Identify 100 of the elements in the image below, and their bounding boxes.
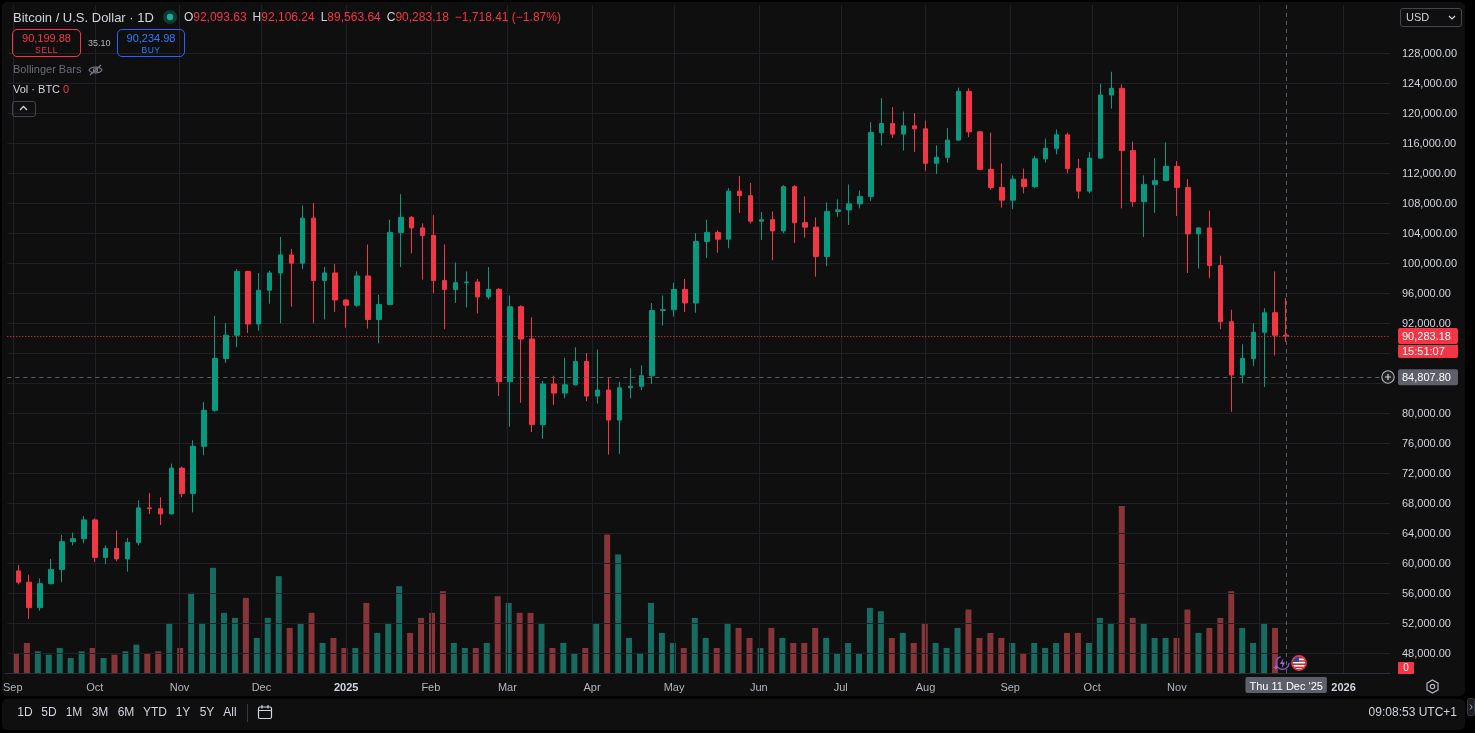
text: 1M	[65, 705, 83, 720]
annotation: BUY	[140, 45, 162, 55]
candlestick	[540, 380, 546, 440]
y-tick-label: 48,000.00	[1402, 647, 1451, 660]
candlestick	[1109, 71, 1114, 110]
candlestick	[26, 574, 32, 620]
candlestick	[354, 270, 360, 308]
bar	[571, 652, 578, 673]
bar	[1239, 627, 1246, 673]
candlestick	[748, 182, 753, 224]
annotation: SELL	[34, 45, 59, 55]
bar	[352, 647, 359, 673]
candlestick	[649, 302, 655, 385]
candlestick	[693, 232, 699, 314]
x-tick-label: Sep	[3, 680, 23, 693]
candlestick	[343, 298, 349, 329]
candlestick	[1021, 168, 1027, 194]
annotation: H92,106.24	[252, 10, 315, 24]
annotation: 90,234.98	[125, 32, 177, 44]
annotation: Vol · BTC	[13, 83, 61, 96]
bar	[888, 637, 895, 673]
candlestick	[431, 214, 436, 294]
candlestick	[70, 532, 76, 546]
candlestick	[879, 97, 884, 146]
bar	[461, 647, 468, 673]
bar	[56, 647, 63, 673]
text: 5Y	[199, 705, 215, 720]
annotation: C90,283.18	[386, 10, 449, 24]
bar	[253, 637, 260, 673]
candlestick	[1065, 132, 1070, 174]
bar	[111, 654, 118, 673]
candlestick	[442, 243, 447, 330]
x-tick-label: Dec	[251, 680, 272, 693]
bar	[483, 642, 490, 673]
bar	[231, 617, 238, 673]
bar	[877, 611, 884, 673]
bar	[987, 632, 994, 673]
y-tick-label: 52,000.00	[1402, 617, 1451, 630]
x-tick-label: 2025	[333, 680, 359, 693]
candlestick	[1251, 322, 1256, 367]
bar	[1118, 506, 1125, 673]
candlestick	[835, 198, 841, 218]
bar	[691, 617, 698, 673]
candlestick	[223, 322, 229, 364]
candlestick	[759, 211, 764, 241]
bar	[297, 622, 304, 673]
annotation: −1,718.41 (−1.87%)	[454, 10, 561, 24]
candlestick	[398, 193, 404, 268]
candlestick	[245, 270, 251, 334]
candlestick	[1185, 178, 1191, 274]
bar	[1228, 591, 1235, 673]
annotation: L89,563.64	[320, 10, 381, 24]
bar	[658, 632, 665, 673]
candlestick	[923, 120, 928, 172]
bar	[626, 637, 633, 673]
bar	[1096, 617, 1103, 673]
candlestick	[868, 121, 874, 202]
candlestick	[125, 537, 130, 573]
bar	[472, 647, 479, 673]
text: 1D	[17, 705, 33, 720]
bar	[823, 637, 830, 673]
annotation: 0	[63, 83, 70, 96]
candlestick	[966, 87, 972, 138]
bar	[188, 592, 195, 673]
bar	[910, 642, 917, 673]
x-tick-label: Mar	[497, 680, 518, 693]
x-tick-label: Aug	[915, 680, 936, 693]
bar	[768, 627, 775, 673]
bar	[374, 632, 381, 673]
candlestick	[376, 294, 382, 344]
bar	[1250, 642, 1257, 673]
bar	[1064, 632, 1071, 673]
candlestick	[234, 268, 240, 348]
bar	[845, 642, 852, 673]
candlestick	[1218, 255, 1223, 330]
bar	[1129, 617, 1136, 673]
candlestick	[1262, 307, 1267, 388]
candlestick	[977, 130, 983, 171]
candlestick	[1010, 174, 1016, 210]
bar	[516, 612, 523, 673]
bar	[746, 637, 753, 673]
bar	[593, 622, 600, 673]
bar	[1184, 609, 1191, 673]
candlestick	[1152, 157, 1158, 214]
y-tick-label: 68,000.00	[1402, 497, 1451, 510]
candlestick	[1098, 83, 1103, 160]
bar	[34, 651, 41, 673]
candlestick	[136, 499, 141, 546]
candlestick	[1196, 226, 1201, 269]
y-tick-label: 56,000.00	[1402, 587, 1451, 600]
candlestick	[737, 175, 742, 214]
candlestick	[988, 132, 994, 191]
candlestick	[48, 558, 54, 585]
x-tick-label: Feb	[421, 680, 441, 693]
candlestick	[890, 106, 895, 139]
candlestick	[311, 202, 316, 324]
bar	[264, 617, 271, 673]
bar	[1162, 637, 1169, 673]
bar	[418, 617, 425, 673]
candlestick	[37, 577, 43, 612]
